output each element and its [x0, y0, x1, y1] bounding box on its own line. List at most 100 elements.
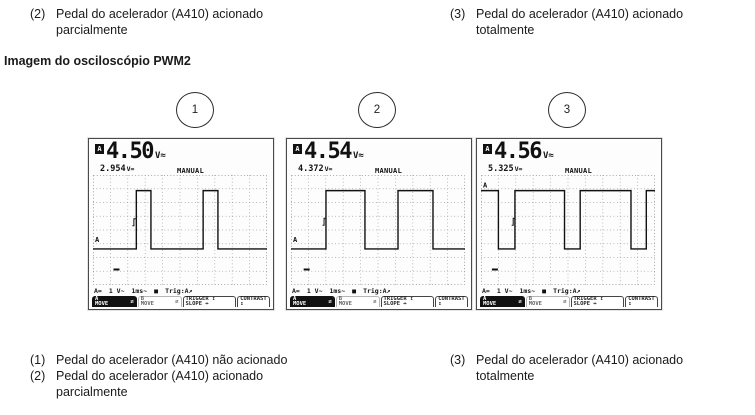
- secondary-reading: 2.954V=: [100, 164, 134, 174]
- callout-circle-2: 2: [358, 92, 396, 128]
- main-reading: 4.54 V≈: [304, 139, 364, 164]
- main-reading-value: 4.50: [106, 139, 154, 164]
- caption-bottom-left: (1) Pedal do acelerador (A410) não acion…: [30, 352, 287, 400]
- softkey-label: MOVE: [483, 301, 497, 307]
- caption-text: Pedal do acelerador (A410) acionado tota…: [476, 352, 683, 384]
- softkey-label: TRIGGER ↕: [383, 295, 414, 302]
- softkey-label: ↕: [438, 301, 442, 307]
- softkey-label: SLOPE ↔: [573, 301, 597, 307]
- softkey-label: CONTRAST: [240, 295, 267, 302]
- softkey-label: TRIGGER ↕: [185, 295, 216, 302]
- secondary-reading-unit: V=: [514, 165, 523, 173]
- secondary-reading: 5.325V=: [488, 164, 522, 174]
- softkey-label: TRIGGER ↕: [573, 295, 604, 302]
- caption-text: Pedal do acelerador (A410) acionado parc…: [56, 368, 263, 400]
- softkey-trigger-slope: TRIGGER ↕ SLOPE ↔: [570, 295, 625, 307]
- caption-line: Pedal do acelerador (A410) acionado: [56, 7, 264, 21]
- main-reading: 4.56 V≈: [494, 139, 554, 164]
- caption-line: Pedal do acelerador (A410) não acionado: [56, 353, 288, 367]
- softkey-contrast: CONTRAST ↕: [435, 295, 469, 307]
- secondary-reading-value: 5.325: [488, 164, 514, 174]
- main-reading-unit: V≈: [352, 151, 364, 161]
- caption-text: Pedal do acelerador (A410) não acionado: [56, 352, 287, 368]
- status-volts-div: 1 V~: [496, 287, 513, 295]
- caption-line: totalmente: [476, 23, 535, 37]
- oscilloscope-panel-3: A 4.56 V≈ 5.325V= MANUAL A A= 1 V~ 1ms~ ■…: [476, 138, 662, 310]
- softkey-b-move: B MOVE ⇄: [137, 296, 182, 307]
- secondary-reading-value: 4.372: [298, 164, 324, 174]
- status-marker-icon: ■: [352, 287, 357, 295]
- status-trigger: Trig:A↗: [165, 287, 193, 295]
- move-dial-icon: ⇄: [175, 299, 179, 305]
- status-channel: A=: [292, 287, 300, 295]
- status-volts-div: 1 V~: [108, 287, 125, 295]
- softkey-label: A: [95, 295, 99, 302]
- softkey-label: SLOPE ↔: [185, 301, 209, 307]
- caption-line: Pedal do acelerador (A410) acionado: [476, 353, 684, 367]
- channel-a-badge: A: [293, 144, 302, 154]
- caption-number: (3): [450, 7, 466, 21]
- main-reading-unit: V≈: [154, 151, 166, 161]
- waveform-display: A: [291, 175, 465, 285]
- svg-text:A: A: [95, 236, 100, 244]
- softkey-trigger-slope: TRIGGER ↕ SLOPE ↔: [182, 295, 237, 307]
- caption-top-right: (3) Pedal do acelerador (A410) acionado …: [450, 6, 683, 38]
- softkey-label: MOVE: [140, 301, 154, 307]
- caption-line: Pedal do acelerador (A410) acionado: [56, 369, 264, 383]
- svg-text:A: A: [293, 236, 298, 244]
- callout-circle-1: 1: [176, 92, 214, 128]
- softkey-label: B: [528, 295, 533, 302]
- softkey-a-move: A MOVE ⇄: [290, 296, 335, 307]
- caption-number: (3): [450, 353, 466, 367]
- move-dial-icon: ⇄: [518, 299, 522, 305]
- status-channel: A=: [94, 287, 102, 295]
- waveform-display: A: [481, 175, 655, 285]
- main-reading-value: 4.54: [304, 139, 352, 164]
- callout-number: 1: [191, 104, 199, 116]
- softkey-label: MOVE: [338, 301, 352, 307]
- main-reading-unit: V≈: [542, 151, 554, 161]
- caption-item-1: (1) Pedal do acelerador (A410) não acion…: [30, 352, 287, 368]
- softkey-label: B: [338, 295, 343, 302]
- status-trigger: Trig:A↗: [553, 287, 581, 295]
- caption-line: parcialmente: [56, 385, 128, 399]
- status-marker-icon: ■: [542, 287, 547, 295]
- softkey-trigger-slope: TRIGGER ↕ SLOPE ↔: [380, 295, 435, 307]
- softkey-label: ↕: [628, 301, 632, 307]
- callout-number: 3: [563, 104, 571, 116]
- waveform-display: A: [93, 175, 267, 285]
- caption-text: Pedal do acelerador (A410) acionado tota…: [476, 6, 683, 38]
- acquisition-mode-label: MANUAL: [375, 167, 403, 175]
- move-dial-icon: ⇄: [563, 299, 567, 305]
- oscilloscope-panel-2: A 4.54 V≈ 4.372V= MANUAL A A= 1 V~ 1ms~ ■…: [286, 138, 472, 310]
- softkey-label: CONTRAST: [438, 295, 465, 302]
- softkey-a-move: A MOVE ⇄: [92, 296, 137, 307]
- move-dial-icon: ⇄: [130, 299, 134, 305]
- softkey-label: A: [483, 295, 487, 302]
- softkey-b-move: B MOVE ⇄: [525, 295, 570, 307]
- move-dial-icon: ⇄: [328, 299, 332, 305]
- caption-top-left: (2) Pedal do acelerador (A410) acionado …: [30, 6, 263, 38]
- softkey-row: A MOVE ⇄ B MOVE ⇄ TRIGGER ↕ SLOPE ↔ CONTRAS…: [290, 295, 469, 307]
- main-reading-value: 4.56: [494, 139, 542, 164]
- secondary-reading-unit: V=: [126, 165, 135, 173]
- caption-item-2: (2) Pedal do acelerador (A410) acionado …: [30, 368, 287, 400]
- oscilloscope-panel-1: A 4.50 V≈ 2.954V= MANUAL A A= 1 V~ 1ms~ ■…: [88, 138, 274, 310]
- softkey-label: MOVE: [95, 301, 109, 307]
- softkey-contrast: CONTRAST ↕: [237, 295, 271, 307]
- acquisition-mode-label: MANUAL: [177, 167, 205, 175]
- callout-number: 2: [373, 104, 381, 116]
- status-trigger: Trig:A↗: [363, 287, 391, 295]
- callout-circle-3: 3: [548, 92, 586, 128]
- section-heading: Imagem do osciloscópio PWM2: [4, 54, 191, 68]
- acquisition-mode-label: MANUAL: [565, 167, 593, 175]
- caption-bottom-right: (3) Pedal do acelerador (A410) acionado …: [450, 352, 683, 384]
- caption-number: (1): [30, 353, 46, 367]
- caption-number: (2): [30, 7, 46, 21]
- caption-item-2: (2) Pedal do acelerador (A410) acionado …: [30, 6, 263, 38]
- secondary-reading-unit: V=: [324, 165, 333, 173]
- softkey-label: MOVE: [293, 301, 307, 307]
- status-time-div: 1ms~: [329, 287, 346, 295]
- main-reading: 4.50 V≈: [106, 139, 166, 164]
